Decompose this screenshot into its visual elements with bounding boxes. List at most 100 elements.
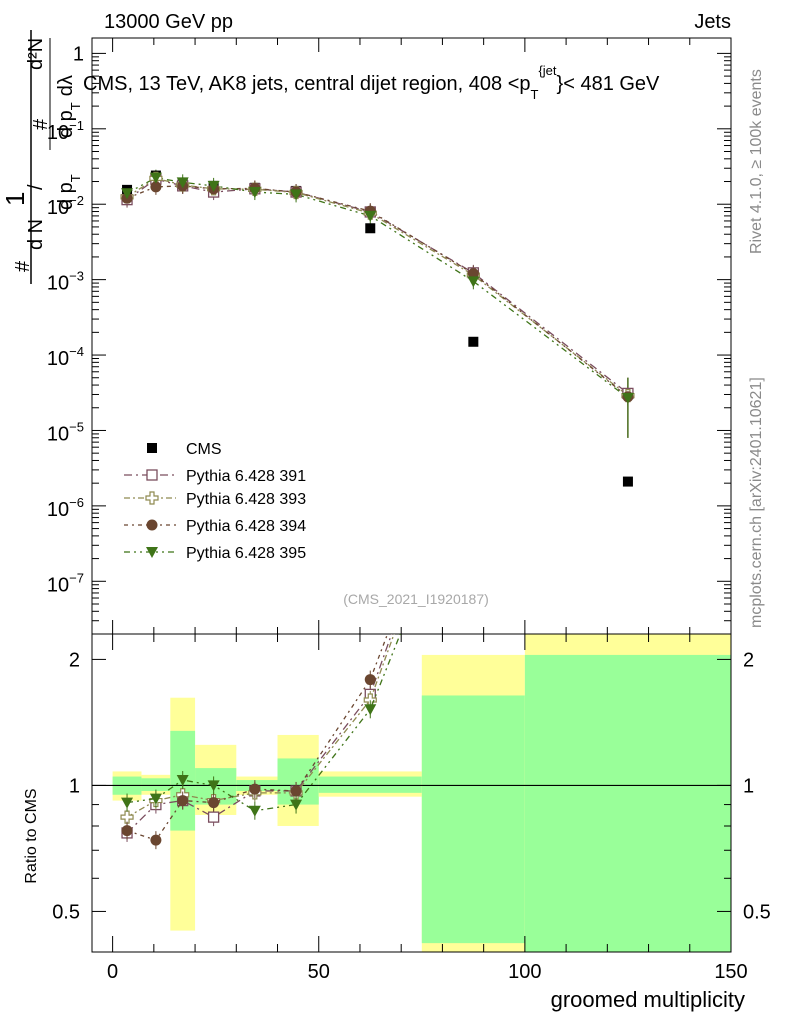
band-inner (421, 695, 525, 944)
legend-entry-391: Pythia 6.428 391 (186, 468, 306, 485)
legend-entry-395: Pythia 6.428 395 (186, 545, 306, 562)
ylabel-one: 1 (0, 192, 30, 206)
main-ytick-labels: 1 10−1 10−2 10−3 10−4 10−5 10−6 10−7 (47, 43, 84, 596)
main-series-group (120, 169, 635, 487)
ratio-point (468, 398, 478, 408)
ratio-point (364, 704, 377, 716)
ratio-ytick-label: 0.5 (52, 901, 80, 923)
data-point (176, 177, 189, 189)
analysis-watermark: (CMS_2021_I1920187) (343, 591, 489, 607)
ylabel-slash: / (25, 184, 47, 190)
ytick-label: 1 (73, 43, 84, 65)
ratio-y-axis (92, 38, 732, 953)
ratio-point (121, 797, 134, 809)
ratio-ytick-label-right: 2 (743, 649, 754, 671)
ylabel-hash: # (12, 260, 34, 272)
ratio-point (207, 780, 220, 792)
data-point (364, 210, 377, 222)
rivet-label: Rivet 4.1.0, ≥ 100k events (748, 69, 765, 254)
ratio-point (208, 797, 220, 809)
ratio-point (121, 825, 133, 837)
legend-marker (147, 443, 157, 453)
ratio-point (467, 446, 479, 457)
ytick-label: 10−1 (47, 118, 84, 144)
ratio-point (248, 805, 261, 817)
main-y-axis-label: # 1 d N / d pT # d²N d pTdλ (0, 30, 83, 284)
ratio-point (149, 793, 162, 805)
ratio-point (364, 674, 376, 686)
ytick-label: 10−4 (47, 344, 84, 370)
ytick-label: 10−3 (47, 269, 84, 295)
ratio-series-group (120, 398, 479, 850)
ytick-label: 10−6 (47, 495, 84, 521)
ratio-point (207, 811, 220, 823)
legend-marker (146, 547, 158, 558)
series-line-1 (126, 178, 629, 394)
ratio-ytick-label: 2 (69, 649, 80, 671)
x-axis-label: groomed multiplicity (551, 987, 745, 1012)
header-right: Jets (694, 11, 731, 33)
xtick-label: 100 (508, 961, 541, 983)
data-point (207, 180, 220, 192)
ytick-label: 10−5 (47, 419, 84, 445)
xtick-label: 50 (308, 961, 330, 983)
legend-label-391: Pythia 6.428 391 (186, 468, 306, 485)
data-point (468, 336, 479, 347)
data-point (622, 476, 633, 487)
ratio-ytick-labels: 0.5 1 2 0.5 1 2 (52, 649, 771, 923)
ratio-point (120, 810, 134, 824)
data-point (467, 276, 480, 288)
ylabel-dpt: d pT (55, 174, 83, 210)
ratio-uncertainty-bands (112, 634, 731, 952)
header-left: 13000 GeV pp (104, 11, 233, 33)
ratio-line-0 (126, 634, 393, 834)
ylabel-hash2: # (30, 118, 52, 130)
data-point (365, 223, 376, 234)
ratio-point (177, 795, 189, 807)
legend-label-393: Pythia 6.428 393 (186, 491, 306, 508)
data-point (248, 187, 261, 199)
ratio-point (150, 834, 162, 846)
ratio-point (249, 783, 261, 795)
legend-marker (146, 469, 158, 481)
legend-label-394: Pythia 6.428 394 (186, 518, 306, 535)
plot-title: CMS, 13 TeV, AK8 jets, central dijet reg… (83, 63, 660, 102)
xtick-label: 0 (107, 961, 118, 983)
xtick-label: 150 (714, 961, 747, 983)
ratio-point (290, 785, 302, 797)
legend: CMS Pythia 6.428 391 Pythia 6.428 393 Py… (124, 441, 306, 562)
legend-label-395: Pythia 6.428 395 (186, 545, 306, 562)
ratio-ytick-label-right: 0.5 (743, 901, 771, 923)
ylabel-dn: d N (25, 219, 47, 250)
data-point (121, 188, 134, 200)
ratio-clipped (120, 398, 479, 850)
series-line-4 (126, 176, 629, 399)
data-point (621, 392, 634, 404)
xtick-labels: 0 50 100 150 (107, 961, 748, 983)
ylabel-dpt-dl: d pTdλ (55, 75, 83, 138)
ratio-point (467, 408, 479, 420)
ratio-plot-frame (91, 633, 732, 953)
ratio-point (176, 775, 189, 787)
ratio-ytick-label: 1 (69, 775, 80, 797)
legend-entry-393: Pythia 6.428 393 (186, 491, 306, 508)
ytick-label: 10−7 (47, 570, 84, 596)
data-point (290, 189, 303, 201)
data-point (150, 181, 162, 193)
ratio-ytick-label-right: 1 (743, 775, 754, 797)
legend-marker (146, 519, 158, 531)
series-line-2 (126, 177, 629, 397)
ratio-point (468, 402, 479, 413)
legend-entry-394: Pythia 6.428 394 (186, 518, 306, 535)
legend-markers (124, 443, 176, 558)
data-point (149, 172, 162, 184)
band-inner (318, 776, 422, 793)
band-inner (141, 778, 171, 791)
legend-entry-cms: CMS (186, 441, 222, 458)
legend-marker (145, 491, 159, 505)
legend-label-cms: CMS (186, 441, 222, 458)
ratio-point (290, 799, 303, 811)
ratio-y-axis-label: Ratio to CMS (23, 788, 40, 883)
ytick-label: 10−2 (47, 193, 84, 219)
